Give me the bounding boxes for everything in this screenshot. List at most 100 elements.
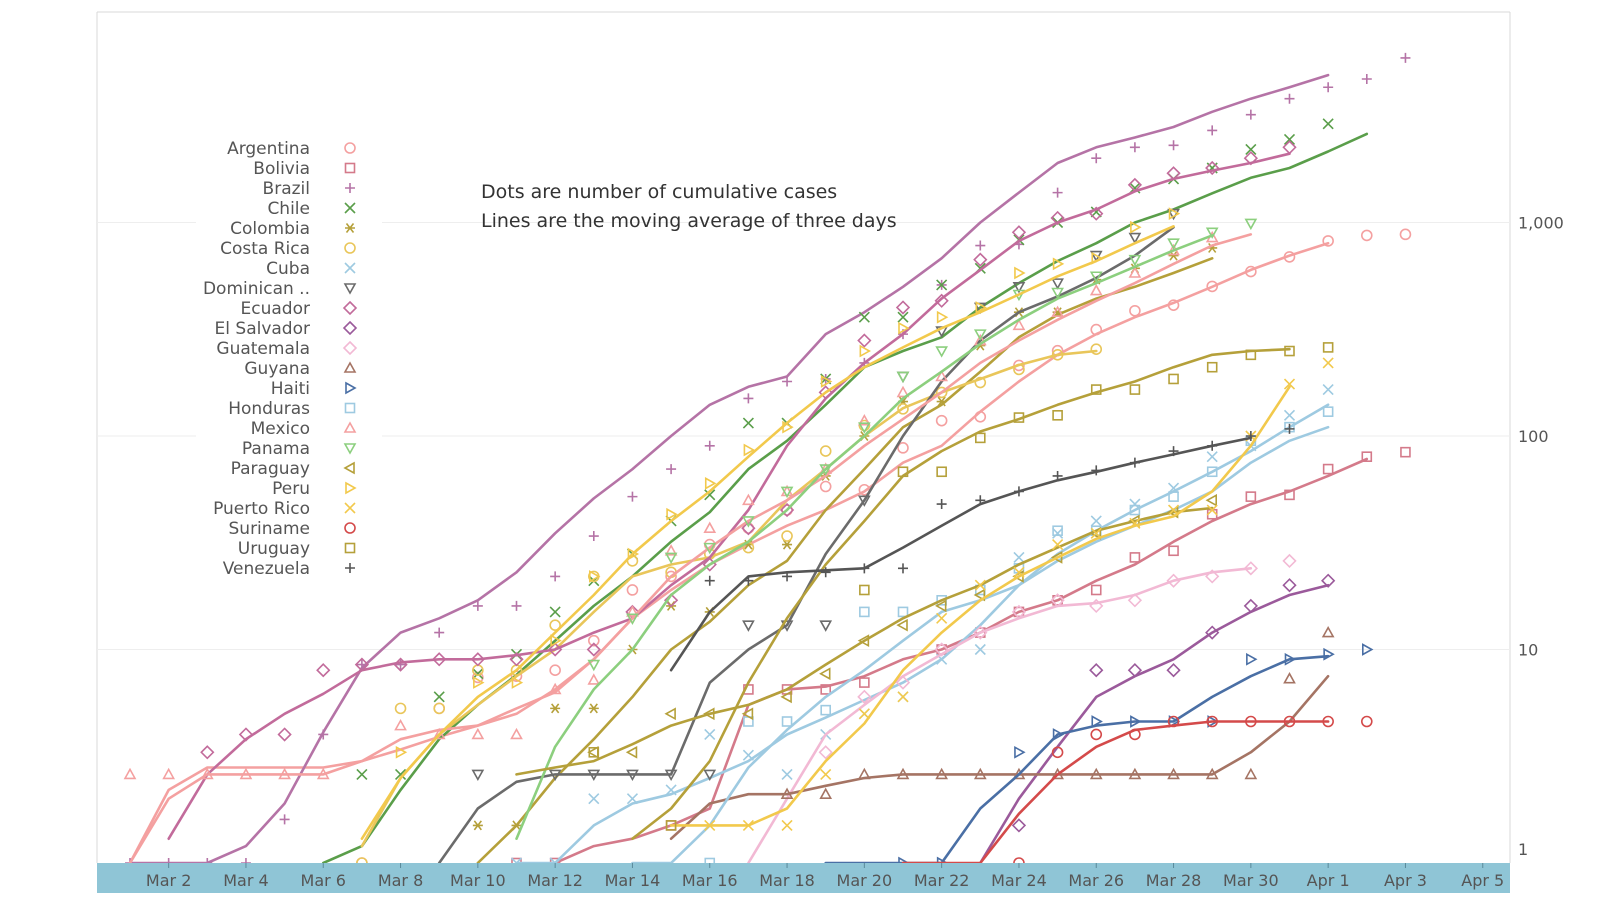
data-point-mexico (1051, 305, 1064, 318)
data-point-haiti (936, 856, 949, 863)
data-point-guyana (1283, 672, 1296, 684)
data-point-venezuela (1245, 431, 1256, 441)
data-point-ecuador (1205, 160, 1220, 176)
data-point-brazil (1091, 153, 1102, 164)
data-point-guyana (1205, 767, 1219, 780)
legend-marker-guyana (343, 361, 357, 373)
series-line-paraguay (515, 506, 1214, 776)
data-point-haiti (1091, 715, 1103, 728)
data-point-dominican (1051, 278, 1064, 290)
data-point-guatemala (818, 745, 833, 760)
data-point-paraguay (857, 634, 870, 648)
data-point-ecuador (1282, 140, 1297, 155)
data-point-mexico (703, 521, 717, 533)
legend-marker-suriname (344, 522, 356, 534)
data-point-guatemala (1089, 598, 1104, 614)
data-point-chile (433, 691, 445, 703)
data-point-ecuador (277, 727, 292, 742)
series-haiti (824, 643, 1374, 863)
legend-marker-honduras (344, 402, 356, 414)
data-point-dominican (587, 769, 601, 782)
data-point-haiti (1362, 643, 1374, 656)
data-point-paraguay (973, 588, 986, 602)
series-line-guyana (669, 674, 1330, 841)
series-colombia (472, 242, 1218, 863)
data-point-el-salvador (1127, 663, 1143, 678)
legend-marker-mexico (343, 421, 357, 433)
legend-label-brazil: Brazil (263, 179, 310, 199)
data-point-ecuador (1127, 177, 1143, 193)
data-point-haiti (1052, 728, 1065, 741)
series-line-brazil (128, 73, 1330, 863)
data-point-mexico (857, 414, 871, 426)
data-point-cuba (781, 768, 793, 780)
data-point-guatemala (1011, 604, 1027, 620)
data-point-ecuador (470, 652, 485, 667)
x-tick-label: Mar 14 (605, 871, 661, 890)
legend-marker-peru (345, 481, 357, 495)
data-point-dominican (857, 495, 871, 507)
series-line-mexico (128, 233, 1253, 863)
x-tick-label: Mar 18 (759, 871, 815, 890)
data-point-guatemala (857, 689, 872, 704)
series-layer (123, 52, 1412, 863)
data-point-paraguay (703, 707, 715, 721)
data-point-bolivia (859, 677, 870, 688)
data-point-peru (627, 547, 640, 561)
data-point-honduras (897, 606, 909, 618)
legend-label-costa-rica: Costa Rica (220, 239, 310, 259)
data-point-guyana (1012, 767, 1026, 780)
data-point-uruguay (1284, 345, 1295, 357)
data-point-el-salvador (1321, 573, 1336, 588)
data-point-ecuador (1011, 225, 1027, 240)
data-point-brazil (550, 571, 561, 582)
data-point-mexico (162, 767, 176, 780)
data-point-cuba (665, 784, 677, 796)
series-venezuela (669, 423, 1295, 672)
data-point-cuba (1052, 527, 1064, 539)
data-point-bolivia (1322, 463, 1334, 475)
data-point-mexico (1089, 283, 1103, 296)
data-point-bolivia (1284, 489, 1295, 501)
data-point-puerto-rico (1129, 517, 1141, 529)
data-point-suriname (1361, 715, 1373, 728)
data-point-panama (935, 346, 949, 358)
data-point-peru (666, 507, 678, 521)
data-point-bolivia (1129, 552, 1141, 563)
data-point-suriname (1206, 715, 1218, 728)
data-point-mexico (432, 727, 446, 740)
data-point-mexico (935, 369, 949, 382)
data-point-panama (1205, 227, 1219, 239)
legend-label-bolivia: Bolivia (253, 159, 310, 179)
data-point-paraguay (741, 707, 754, 721)
data-point-puerto-rico (858, 708, 870, 720)
data-point-brazil (666, 464, 677, 475)
x-tick-label: Apr 3 (1384, 871, 1427, 890)
data-point-ecuador (857, 333, 872, 348)
legend-marker-guatemala (342, 340, 358, 356)
data-point-peru (473, 676, 485, 689)
data-point-brazil (318, 729, 329, 740)
data-point-brazil (163, 858, 174, 863)
legend-marker-brazil (345, 183, 355, 193)
data-point-mexico (548, 682, 562, 695)
data-point-argentina (549, 664, 561, 676)
data-point-suriname (1322, 715, 1334, 728)
data-point-guatemala (934, 642, 949, 657)
y-tick-label: 1 (1518, 840, 1528, 859)
data-point-puerto-rico (1013, 566, 1025, 578)
data-point-ecuador (1050, 210, 1065, 226)
data-point-panama (1128, 254, 1142, 267)
x-tick-label: Mar 8 (378, 871, 423, 890)
data-point-panama (626, 613, 639, 625)
series-line-panama (515, 234, 1214, 841)
data-point-panama (1167, 238, 1180, 250)
data-point-uruguay (665, 820, 677, 831)
legend-marker-bolivia (344, 162, 356, 174)
data-point-ecuador (973, 252, 988, 267)
data-point-guyana (1089, 767, 1103, 780)
data-point-panama (587, 659, 601, 672)
legend-label-colombia: Colombia (230, 219, 310, 239)
data-point-puerto-rico (1206, 504, 1218, 516)
